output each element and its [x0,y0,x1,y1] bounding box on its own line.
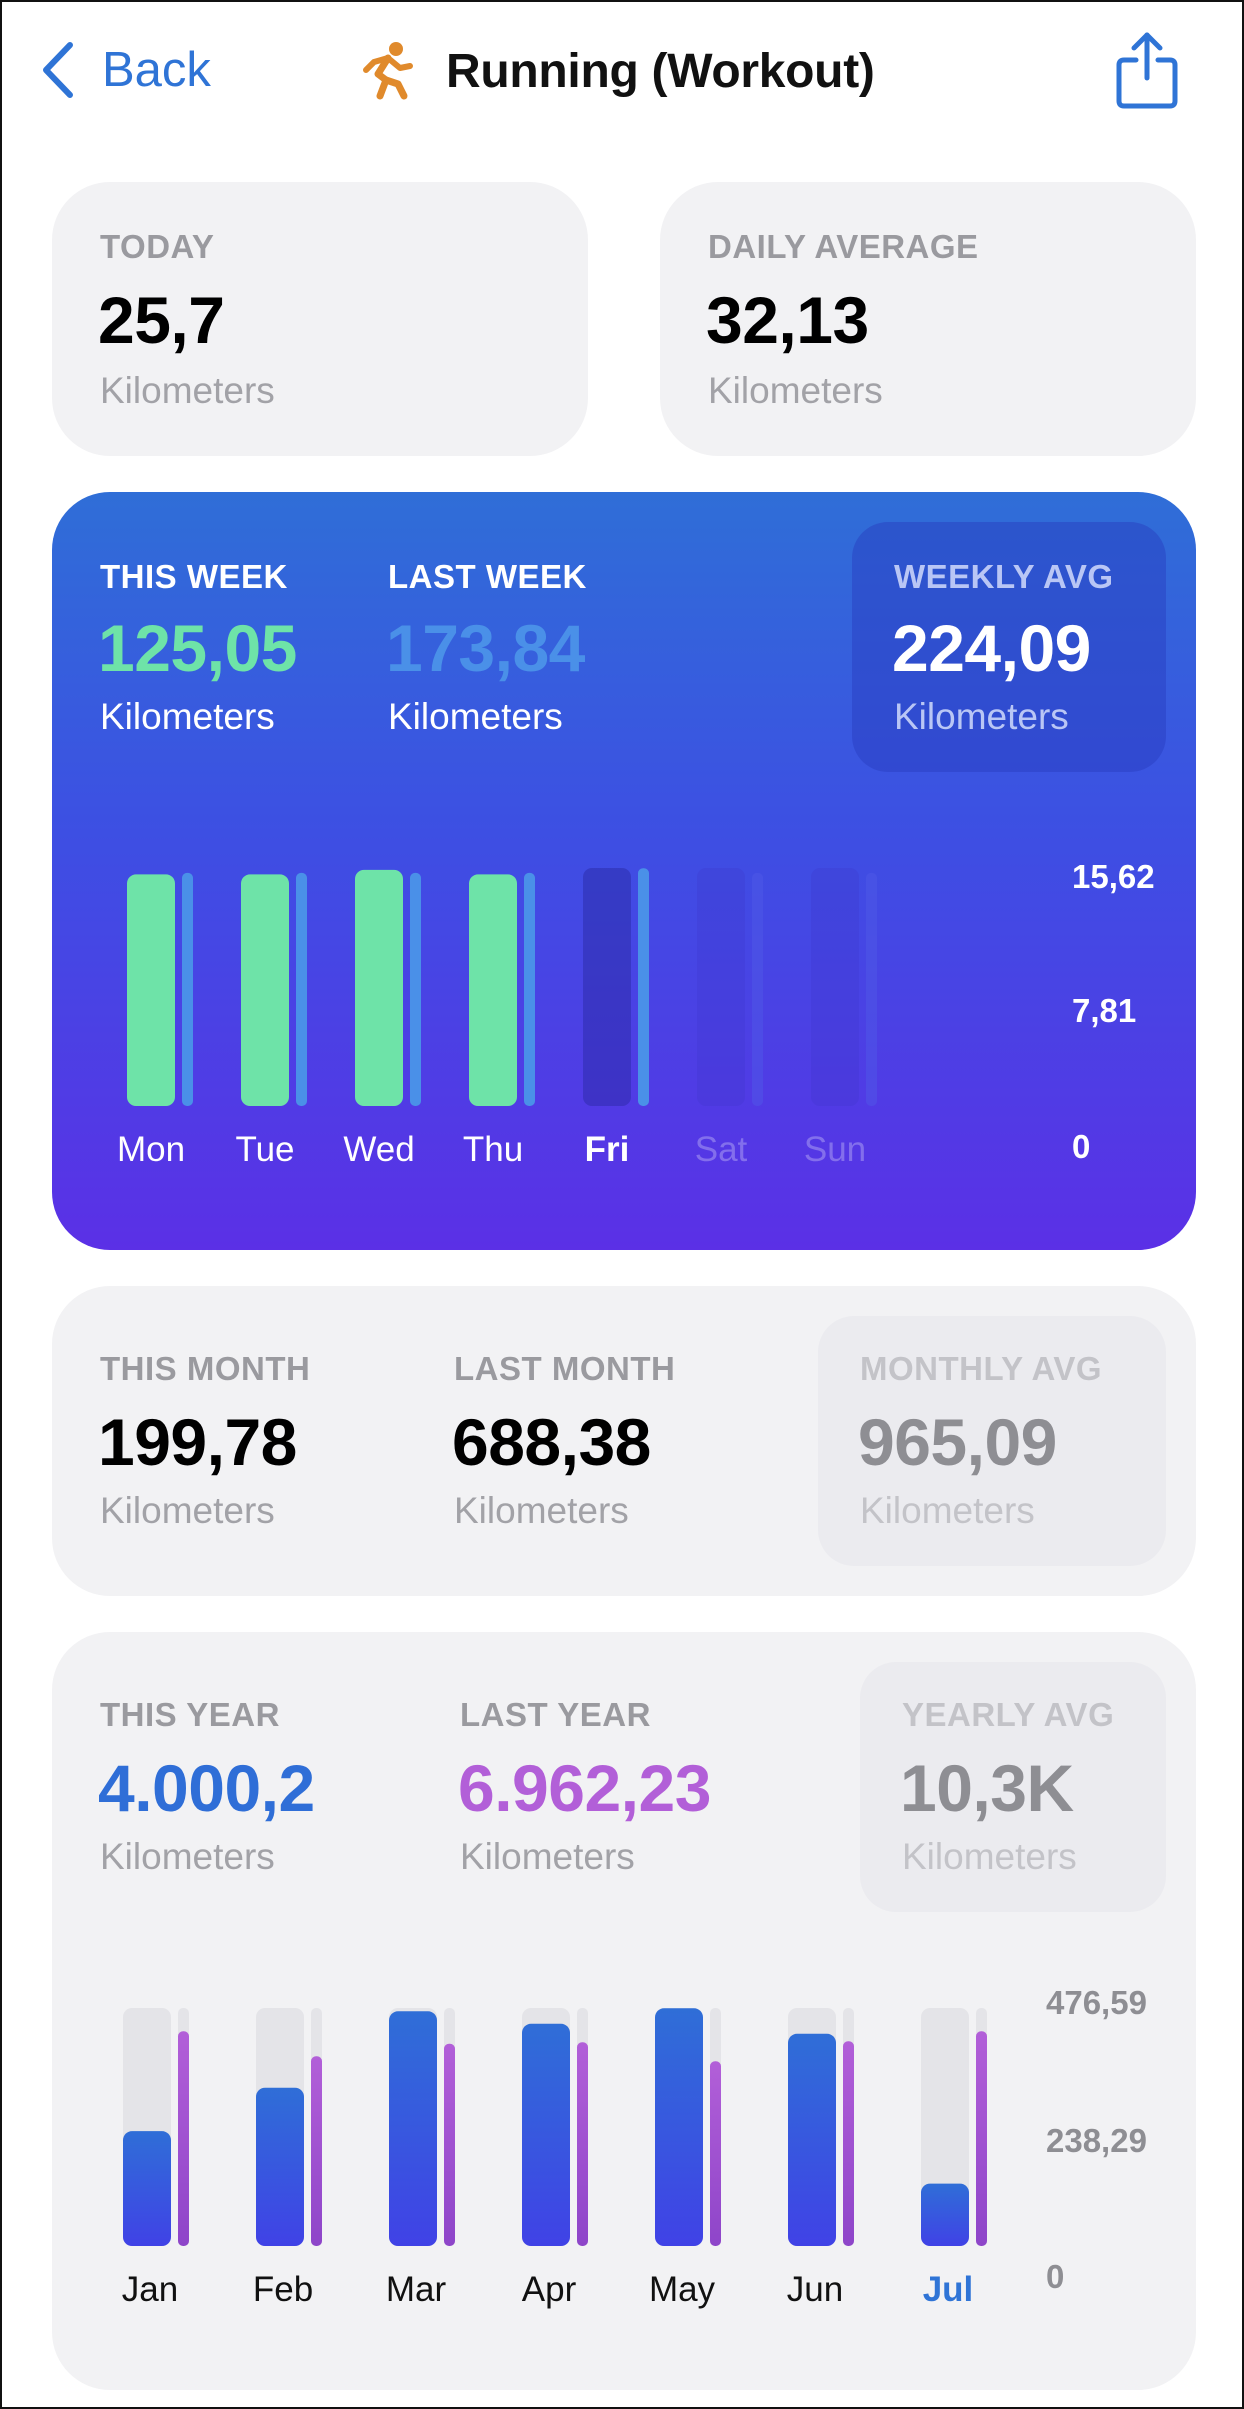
this-week-unit: Kilometers [100,696,275,737]
this-year-bar [123,2131,171,2246]
daily-average-label: DAILY AVERAGE [708,228,979,265]
last-week-label: LAST WEEK [388,558,587,595]
today-label: TODAY [100,228,215,265]
y-axis-tick: 7,81 [1072,992,1137,1029]
month-label: Jun [786,2270,844,2309]
last-year-bar [976,2031,987,2246]
monthly-card: THIS MONTH 199,78 Kilometers LAST MONTH … [52,1286,1196,1596]
y-axis-tick: 0 [1072,1128,1091,1165]
last-year-label: LAST YEAR [460,1696,651,1733]
last-week-unit: Kilometers [388,696,563,737]
last-year-bar [710,2061,721,2246]
this-year-bar [655,2008,703,2246]
last-year-bar [843,2041,854,2246]
today-card: TODAY 25,7 Kilometers [52,182,588,456]
y-axis-tick: 238,29 [1046,2122,1147,2159]
today-unit: Kilometers [100,370,275,411]
last-week-bar [410,872,421,1106]
back-button[interactable]: Back [40,38,211,102]
this-month-label: THIS MONTH [100,1350,311,1387]
day-label: Sun [803,1130,867,1169]
last-month-value: 688,38 [452,1405,651,1479]
weekly-avg-unit: Kilometers [894,696,1069,737]
last-year-unit: Kilometers [460,1836,635,1877]
yearly-avg-label: YEARLY AVG [902,1696,1115,1733]
day-label: Thu [462,1130,524,1169]
today-value: 25,7 [98,283,225,357]
this-year-bar [256,2087,304,2246]
back-label: Back [102,43,211,97]
empty-bar [697,868,745,1106]
page-title: Running (Workout) [446,44,875,98]
this-week-value: 125,05 [98,611,297,685]
last-year-bar [311,2056,322,2246]
this-month-value: 199,78 [98,1405,297,1479]
last-week-bar [752,872,763,1106]
month-label: Mar [385,2270,447,2309]
this-year-bar [921,2183,969,2246]
monthly-avg-label: MONTHLY AVG [860,1350,1103,1387]
share-icon[interactable] [1114,30,1180,110]
yearly-avg-unit: Kilometers [902,1836,1077,1877]
last-week-bar [296,872,307,1106]
this-week-bar [355,869,403,1106]
this-year-bar [522,2023,570,2246]
last-month-label: LAST MONTH [454,1350,676,1387]
monthly-avg-value: 965,09 [858,1405,1057,1479]
daily-average-unit: Kilometers [708,370,883,411]
last-week-bar [182,872,193,1106]
last-week-bar [638,868,649,1106]
month-label: May [648,2270,716,2309]
last-year-bar [178,2031,189,2246]
month-label: Jul [922,2270,974,2309]
weekly-avg-value: 224,09 [892,611,1091,685]
day-label: Mon [116,1130,186,1169]
weekly-avg-label: WEEKLY AVG [894,558,1114,595]
month-label: Apr [521,2270,577,2309]
yearly-avg-box: YEARLY AVG 10,3K Kilometers [860,1662,1166,1912]
last-week-bar [524,872,535,1106]
this-week-bar [241,874,289,1106]
monthly-avg-unit: Kilometers [860,1490,1035,1531]
day-label: Sat [694,1130,748,1169]
monthly-avg-box: MONTHLY AVG 965,09 Kilometers [818,1316,1166,1566]
day-label: Fri [584,1130,630,1169]
weekly-card: THIS WEEK 125,05 Kilometers LAST WEEK 17… [52,492,1196,1250]
last-year-value: 6.962,23 [458,1751,711,1825]
last-week-value: 173,84 [386,611,585,685]
this-year-label: THIS YEAR [100,1696,280,1733]
this-week-bar [127,874,175,1106]
this-year-bar [389,2011,437,2246]
weekly-avg-box: WEEKLY AVG 224,09 Kilometers [852,522,1166,772]
day-label: Tue [235,1130,295,1169]
daily-average-value: 32,13 [706,283,869,357]
yearly-card: THIS YEAR 4.000,2 Kilometers LAST YEAR 6… [52,1632,1196,2390]
y-axis-tick: 15,62 [1072,858,1155,895]
daily-average-card: DAILY AVERAGE 32,13 Kilometers [660,182,1196,456]
day-label: Wed [343,1130,415,1169]
month-label: Feb [252,2270,314,2309]
nav-header: Back Running (Workout) [2,2,1242,142]
last-week-bar [866,872,877,1106]
chevron-left-icon [43,42,73,98]
month-label: Jan [121,2270,179,2309]
yearly-bar-chart [123,2008,987,2246]
empty-bar [583,868,631,1106]
empty-bar [811,868,859,1106]
y-axis-tick: 476,59 [1046,1984,1147,2021]
y-axis-tick: 0 [1046,2258,1065,2295]
this-week-bar [469,874,517,1106]
this-month-unit: Kilometers [100,1490,275,1531]
this-week-label: THIS WEEK [100,558,288,595]
running-figure-icon [363,42,413,100]
this-year-value: 4.000,2 [98,1751,315,1825]
last-year-bar [444,2043,455,2246]
last-month-unit: Kilometers [454,1490,629,1531]
yearly-avg-value: 10,3K [900,1751,1074,1825]
last-year-bar [577,2042,588,2246]
this-year-unit: Kilometers [100,1836,275,1877]
title-group: Running (Workout) [358,36,875,106]
weekly-bar-chart [127,868,877,1106]
this-year-bar [788,2033,836,2246]
